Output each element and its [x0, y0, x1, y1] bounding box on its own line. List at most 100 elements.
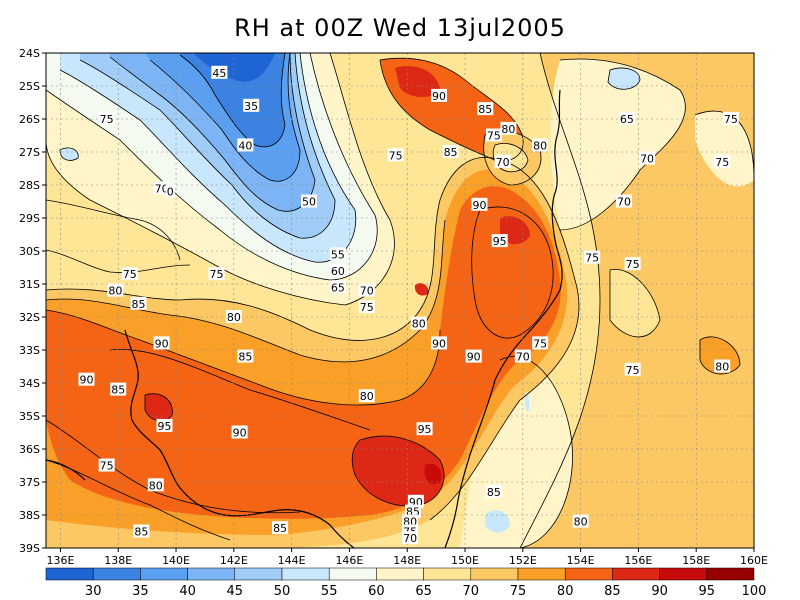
- rh-contour-lines: [46, 53, 754, 548]
- contour-label: 90: [155, 337, 169, 350]
- lat-lon-gridlines: [46, 53, 754, 548]
- contour-label: 55: [331, 248, 345, 261]
- contour-label: 90: [233, 427, 247, 440]
- contour-label-bg: [485, 128, 502, 142]
- contour-label-bg: [165, 184, 175, 198]
- contour-label: 65: [620, 113, 634, 126]
- contour-label-bg: [147, 478, 164, 492]
- contour-label-bg: [431, 336, 448, 350]
- contour-label: 80: [108, 285, 122, 298]
- contour-label: 75: [123, 268, 137, 281]
- lat-tick-label: 24S: [19, 47, 40, 60]
- contour-label: 35: [244, 100, 258, 113]
- contour-label-bg: [78, 372, 95, 386]
- longitude-axis: 136E 138E 140E 142E 144E 146E 148E 150E 152E 154E…: [46, 548, 768, 567]
- contour-label-bg: [618, 112, 635, 125]
- contour-label-bg: [237, 349, 254, 363]
- contour-label: 60: [331, 265, 345, 278]
- colorbar-label: 85: [604, 584, 621, 599]
- contour-label: 85: [131, 298, 145, 311]
- lat-tick-label: 37S: [19, 476, 40, 489]
- colorbar-swatch: [92, 567, 141, 581]
- contour-label-bg: [225, 310, 242, 323]
- contour-label: 75: [533, 337, 547, 350]
- lat-tick-label: 32S: [19, 311, 40, 324]
- colorbar-label: 30: [85, 584, 102, 599]
- contour-label: 75: [389, 149, 403, 162]
- contour-label-bg: [211, 65, 228, 79]
- contour-label: 75: [715, 156, 729, 169]
- colorbar-label: 60: [368, 584, 385, 599]
- contour-label-bg: [237, 138, 254, 152]
- colorbar-swatch: [517, 567, 566, 581]
- colorbar-swatch: [328, 567, 377, 581]
- contour-label-bg: [714, 154, 731, 168]
- colorbar-swatch: [234, 567, 283, 581]
- chart-title: RH at 00Z Wed 13jul2005: [234, 14, 566, 42]
- contour-label: 70: [403, 532, 417, 545]
- contour-label: 85: [134, 526, 148, 539]
- contour-label-bg: [107, 283, 124, 297]
- contour-label-bg: [98, 458, 115, 472]
- contour-label-bg: [133, 524, 150, 538]
- contour-label-bg: [572, 514, 589, 528]
- contour-label-bg: [500, 121, 517, 135]
- lon-tick-label: 146E: [335, 554, 363, 567]
- contour-label: 75: [100, 460, 114, 473]
- contour-label: 85: [478, 103, 492, 116]
- contour-label: 65: [331, 281, 345, 294]
- colorbar-swatch: [281, 567, 330, 581]
- contour-label: 75: [209, 268, 223, 281]
- contour-label-bg: [416, 422, 433, 436]
- contour-label-bg: [477, 102, 494, 116]
- map-frame: [45, 52, 755, 549]
- contour-label-bg: [442, 145, 459, 158]
- contour-label: 90: [79, 374, 93, 387]
- contour-label: 80: [533, 139, 547, 152]
- contour-label-bg: [98, 112, 115, 125]
- contour-label: 40: [238, 139, 252, 152]
- lon-tick-label: 138E: [104, 554, 132, 567]
- colorbar-label: 55: [321, 584, 338, 599]
- colorbar-swatch: [659, 567, 708, 581]
- lat-tick-label: 38S: [19, 509, 40, 522]
- contour-label-bg: [153, 181, 170, 195]
- contour-label: 95: [418, 423, 432, 436]
- contour-label-bg: [358, 389, 375, 403]
- colorbar-label: 65: [415, 584, 432, 599]
- lon-tick-label: 154E: [567, 554, 595, 567]
- contour-label-bg: [584, 250, 601, 264]
- contour-label-bg: [358, 283, 375, 297]
- colorbar-swatch: [564, 567, 613, 581]
- contour-label: 80: [715, 361, 729, 374]
- contour-label-bg: [407, 494, 424, 508]
- lon-tick-label: 142E: [220, 554, 248, 567]
- contour-label-bg: [402, 531, 419, 545]
- contour-label: 70: [155, 182, 169, 195]
- contour-label: 70: [360, 285, 374, 298]
- contour-label: 70: [640, 153, 654, 166]
- contour-label-bg: [624, 257, 641, 271]
- lon-tick-label: 150E: [451, 554, 479, 567]
- lon-tick-label: 158E: [682, 554, 710, 567]
- contour-label: 75: [360, 301, 374, 314]
- colorbar-label: 95: [699, 584, 716, 599]
- contour-label: 85: [444, 146, 458, 159]
- contour-label: 85: [111, 384, 125, 397]
- lat-tick-label: 34S: [19, 377, 40, 390]
- contour-label: 75: [626, 258, 640, 271]
- rh-filled-contours: [46, 53, 754, 548]
- lon-tick-label: 140E: [162, 554, 190, 567]
- lat-tick-label: 25S: [19, 80, 40, 93]
- contour-label-bg: [714, 359, 731, 373]
- contour-label-bg: [624, 362, 641, 376]
- contour-label: 90: [472, 199, 486, 212]
- contour-label: 50: [302, 196, 316, 209]
- colorbar: 30 35 40 45 50 55 60 65 70 75 80 85 90 95 100: [45, 567, 766, 599]
- colorbar-swatch: [706, 567, 755, 581]
- colorbar-swatch: [376, 567, 424, 581]
- lat-tick-label: 39S: [19, 542, 40, 555]
- contour-label-bg: [156, 418, 173, 432]
